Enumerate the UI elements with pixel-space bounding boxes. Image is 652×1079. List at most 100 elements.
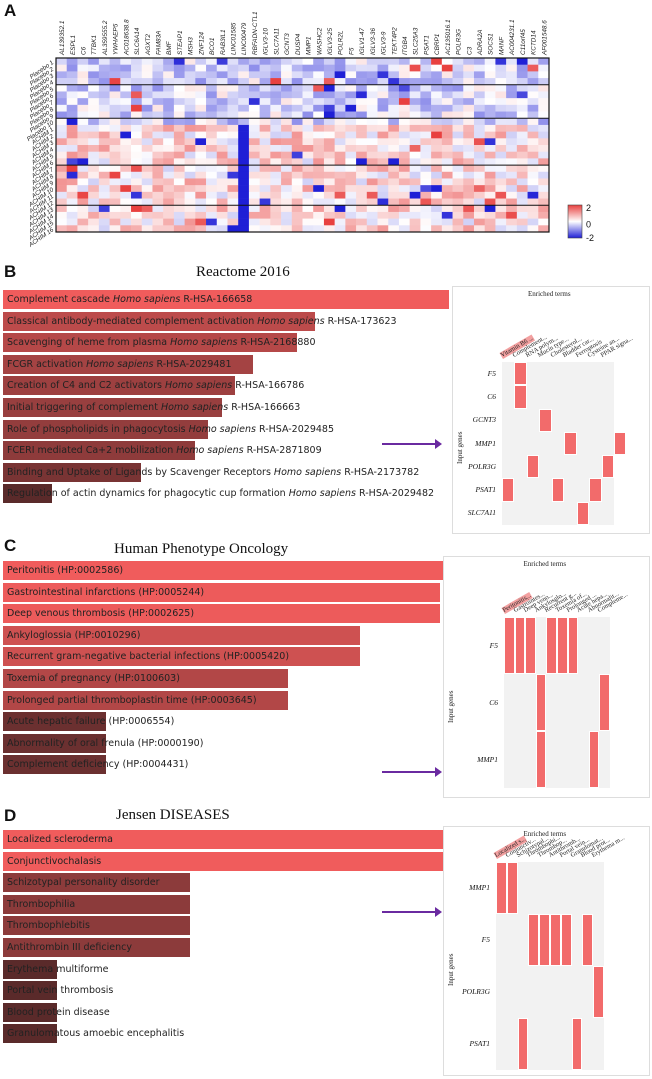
heatmap-column-label: AL139352.1 bbox=[59, 20, 66, 56]
heatmap-cell bbox=[184, 151, 196, 159]
heatmap-cell bbox=[120, 64, 132, 72]
heatmap-cell bbox=[77, 58, 89, 65]
heatmap-cell bbox=[452, 91, 464, 99]
heatmap-cell bbox=[227, 145, 239, 152]
heatmap-cell bbox=[270, 104, 282, 112]
heatmap-cell bbox=[259, 151, 271, 159]
bar-label: FCGR activation Homo sapiens R-HSA-20294… bbox=[7, 358, 232, 370]
heatmap-cell bbox=[206, 111, 218, 119]
heatmap-cell bbox=[484, 198, 496, 206]
heatmap-cell bbox=[420, 84, 432, 92]
heatmap-cell bbox=[495, 218, 507, 226]
heatmap-cell bbox=[302, 178, 314, 186]
heatmap-cell bbox=[388, 71, 400, 79]
heatmap-cell bbox=[323, 98, 335, 106]
matrix-ylabel: Input genes bbox=[447, 690, 455, 723]
heatmap-cell bbox=[356, 165, 368, 173]
heatmap-cell bbox=[431, 225, 443, 233]
heatmap-cell bbox=[377, 198, 389, 206]
heatmap-cell bbox=[313, 198, 325, 206]
heatmap-cell bbox=[173, 205, 185, 213]
heatmap-cell bbox=[206, 198, 218, 206]
heatmap-cell bbox=[506, 91, 518, 99]
bar-row: Conjunctivochalasis bbox=[3, 851, 449, 871]
heatmap-cell bbox=[302, 158, 314, 166]
heatmap-cell bbox=[259, 118, 271, 126]
heatmap-cell bbox=[506, 84, 518, 92]
heatmap-column-label: IGLV3-25 bbox=[327, 28, 334, 55]
matrix-cell bbox=[593, 966, 604, 1018]
heatmap-cell bbox=[131, 84, 143, 92]
heatmap-cell bbox=[259, 225, 271, 233]
heatmap-cell bbox=[334, 158, 346, 166]
heatmap-cell bbox=[195, 145, 207, 152]
matrix-cell bbox=[614, 431, 627, 456]
heatmap-cell bbox=[441, 91, 453, 99]
heatmap-cell bbox=[77, 124, 89, 132]
heatmap-cell bbox=[216, 211, 228, 219]
matrix-cell bbox=[601, 455, 614, 479]
heatmap-cell bbox=[238, 158, 250, 166]
heatmap-cell bbox=[516, 91, 528, 99]
heatmap-cell bbox=[141, 205, 153, 213]
bar-label: Classical antibody-mediated complement a… bbox=[7, 315, 397, 327]
heatmap-cell bbox=[495, 71, 507, 79]
matrix-cell bbox=[504, 617, 515, 674]
heatmap-cell bbox=[195, 191, 207, 199]
heatmap-cell bbox=[184, 198, 196, 206]
heatmap-cell bbox=[109, 225, 121, 233]
heatmap-cell bbox=[184, 91, 196, 99]
heatmap-cell bbox=[527, 78, 539, 86]
heatmap-cell bbox=[281, 58, 293, 65]
heatmap-cell bbox=[484, 64, 496, 72]
heatmap-cell bbox=[463, 124, 475, 132]
heatmap-cell bbox=[270, 185, 282, 193]
heatmap-cell bbox=[323, 211, 335, 219]
heatmap-cell bbox=[270, 165, 282, 173]
heatmap-cell bbox=[323, 91, 335, 99]
heatmap-cell bbox=[463, 71, 475, 79]
heatmap-cell bbox=[248, 71, 260, 79]
heatmap-cell bbox=[195, 118, 207, 126]
bar bbox=[3, 484, 53, 504]
heatmap-column-label: C3 bbox=[466, 46, 473, 55]
heatmap-cell bbox=[441, 64, 453, 72]
heatmap-cell bbox=[206, 191, 218, 199]
heatmap-cell bbox=[377, 91, 389, 99]
heatmap-cell bbox=[516, 124, 528, 132]
bar-row: Schizotypal personality disorder bbox=[3, 873, 449, 893]
heatmap-cell bbox=[291, 131, 303, 139]
heatmap-cell bbox=[388, 104, 400, 112]
heatmap-column-label: WASHC2 bbox=[316, 27, 323, 55]
bar-row: Abnormality of oral frenula (HP:0000190) bbox=[3, 733, 449, 753]
heatmap-cell bbox=[431, 185, 443, 193]
heatmap-cell bbox=[345, 64, 357, 72]
bar bbox=[3, 959, 57, 979]
matrix-cell bbox=[506, 862, 518, 914]
heatmap-cell bbox=[195, 178, 207, 186]
hpo-title: Human Phenotype Oncology bbox=[114, 541, 289, 557]
heatmap-cell bbox=[77, 111, 89, 119]
heatmap-cell bbox=[452, 98, 464, 106]
heatmap-cell bbox=[538, 111, 550, 119]
heatmap-cell bbox=[259, 84, 271, 92]
heatmap-cell bbox=[98, 124, 110, 132]
heatmap-cell bbox=[109, 211, 121, 219]
heatmap-cell bbox=[302, 225, 314, 233]
heatmap-cell bbox=[270, 58, 282, 65]
heatmap-cell bbox=[56, 178, 68, 186]
heatmap-cell bbox=[248, 111, 260, 119]
heatmap-cell bbox=[238, 198, 250, 206]
heatmap-cell bbox=[377, 84, 389, 92]
heatmap-cell bbox=[345, 131, 357, 139]
heatmap-cell bbox=[88, 138, 100, 146]
heatmap-cell bbox=[452, 171, 464, 179]
heatmap-cell bbox=[538, 91, 550, 99]
heatmap-cell bbox=[66, 131, 78, 139]
heatmap-cell bbox=[66, 58, 78, 65]
matrix-cell bbox=[576, 501, 590, 525]
heatmap-cell bbox=[431, 131, 443, 139]
heatmap-cell bbox=[56, 151, 68, 159]
heatmap-cell bbox=[409, 205, 421, 213]
matrix-cell bbox=[567, 617, 579, 674]
